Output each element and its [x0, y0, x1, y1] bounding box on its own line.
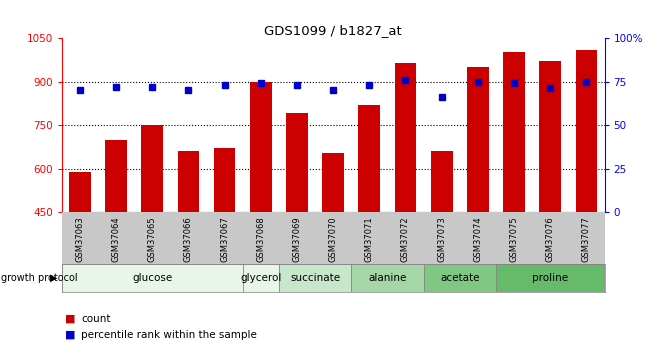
Text: ■: ■: [65, 330, 75, 339]
Text: glucose: glucose: [132, 273, 172, 283]
Text: glycerol: glycerol: [240, 273, 281, 283]
Bar: [424, 264, 496, 292]
Bar: [540, 61, 561, 212]
Text: GSM37064: GSM37064: [112, 216, 120, 262]
Bar: [358, 105, 380, 212]
Text: ▶: ▶: [49, 273, 57, 283]
Text: GSM37073: GSM37073: [437, 216, 446, 262]
Text: GSM37077: GSM37077: [582, 216, 591, 262]
Bar: [242, 264, 279, 292]
Text: GSM37074: GSM37074: [473, 216, 482, 262]
Bar: [214, 148, 235, 212]
Text: GSM37066: GSM37066: [184, 216, 193, 262]
Text: GSM37075: GSM37075: [510, 216, 519, 262]
Text: GSM37069: GSM37069: [292, 216, 302, 262]
Text: ■: ■: [65, 314, 75, 324]
Text: proline: proline: [532, 273, 568, 283]
Text: GSM37076: GSM37076: [546, 216, 554, 262]
Bar: [279, 264, 351, 292]
Bar: [575, 50, 597, 212]
Text: percentile rank within the sample: percentile rank within the sample: [81, 330, 257, 339]
Bar: [395, 63, 417, 212]
Text: GSM37065: GSM37065: [148, 216, 157, 262]
Title: GDS1099 / b1827_at: GDS1099 / b1827_at: [265, 24, 402, 37]
Bar: [69, 171, 91, 212]
Bar: [431, 151, 452, 212]
Bar: [351, 264, 424, 292]
Bar: [503, 52, 525, 212]
Bar: [467, 67, 489, 212]
Text: succinate: succinate: [290, 273, 340, 283]
Text: GSM37071: GSM37071: [365, 216, 374, 262]
Bar: [496, 264, 604, 292]
Text: GSM37063: GSM37063: [75, 216, 84, 262]
Text: GSM37067: GSM37067: [220, 216, 229, 262]
Text: GSM37070: GSM37070: [329, 216, 337, 262]
Text: GSM37068: GSM37068: [256, 216, 265, 262]
Bar: [250, 81, 272, 212]
Text: GSM37072: GSM37072: [401, 216, 410, 262]
Bar: [286, 114, 308, 212]
Bar: [177, 151, 200, 212]
Text: alanine: alanine: [368, 273, 407, 283]
Text: count: count: [81, 314, 110, 324]
Text: acetate: acetate: [440, 273, 480, 283]
Bar: [105, 140, 127, 212]
Bar: [322, 152, 344, 212]
Text: growth protocol: growth protocol: [1, 273, 77, 283]
Bar: [62, 264, 242, 292]
Bar: [141, 125, 163, 212]
